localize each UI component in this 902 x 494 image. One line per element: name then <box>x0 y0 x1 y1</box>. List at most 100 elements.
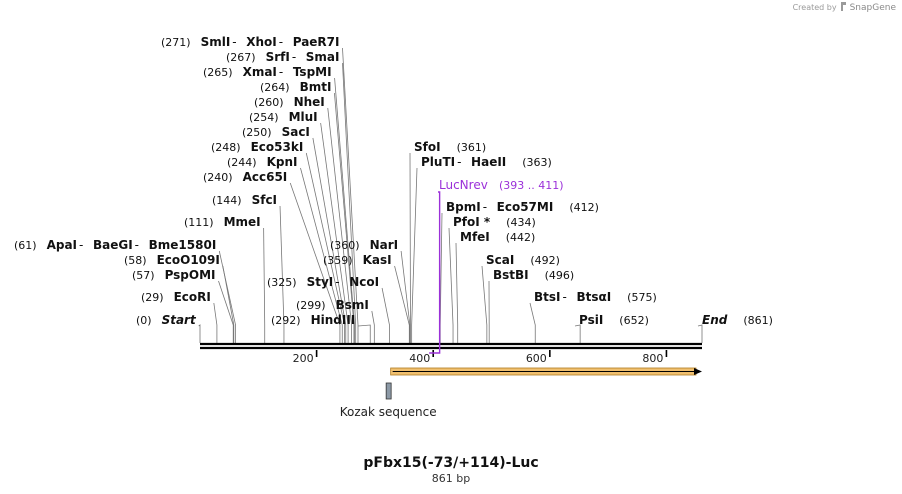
snapgene-logo-icon <box>840 2 847 13</box>
site-name: Bme1580I <box>149 238 217 252</box>
site-separator: - <box>483 200 487 214</box>
map-title: pFbx15(-73/+114)-Luc <box>363 455 539 471</box>
primer-arrow <box>429 191 441 354</box>
site-name: ScaI <box>486 253 514 267</box>
ruler-label: 600 <box>526 352 547 365</box>
site-separator: - <box>79 238 83 252</box>
site-connector-line <box>381 287 390 343</box>
site-position: (144) <box>212 194 242 207</box>
site-connector-line <box>289 182 341 343</box>
site-position: (0) <box>136 314 152 327</box>
site-name: Start <box>162 313 197 327</box>
site-name: EcoRI <box>174 290 211 304</box>
site-connector-line <box>334 77 355 343</box>
site-separator: - <box>335 275 339 289</box>
site-connector-line <box>697 324 703 343</box>
site-position: (267) <box>226 51 256 64</box>
site-position: (861) <box>743 314 773 327</box>
watermark-brand: SnapGene <box>849 2 896 13</box>
site-connector-line <box>334 92 355 343</box>
site-name: BtsαI <box>576 290 611 304</box>
site-connector-line <box>342 62 357 343</box>
site-position: (434) <box>506 216 536 229</box>
site-connector-line <box>263 227 266 343</box>
site-name: SrfI <box>266 50 290 64</box>
site-name: MluI <box>289 110 318 124</box>
site-connector-line <box>411 167 418 343</box>
site-position: (244) <box>227 156 257 169</box>
site-connector-line <box>222 265 235 343</box>
site-connector-line <box>448 227 454 343</box>
site-position: (292) <box>271 314 301 327</box>
site-name: BmtI <box>300 80 332 94</box>
site-connector-line <box>574 324 581 343</box>
site-connector-line <box>439 212 443 343</box>
site-name: SacI <box>282 125 310 139</box>
snapgene-watermark: Created by SnapGene <box>793 2 896 13</box>
site-name: SfoI <box>414 140 441 154</box>
site-connector-line <box>481 265 488 343</box>
site-position: (240) <box>203 171 233 184</box>
site-position: (575) <box>627 291 657 304</box>
site-separator: - <box>232 35 236 49</box>
site-connector-line <box>213 302 218 343</box>
primer-range: (393 .. 411) <box>499 179 564 192</box>
site-connector-line <box>394 265 410 343</box>
site-name: KpnI <box>267 155 298 169</box>
site-connector-line <box>305 152 345 343</box>
site-name: ApaI <box>47 238 77 252</box>
site-position: (58) <box>124 254 147 267</box>
site-name: MfeI <box>460 230 490 244</box>
site-name: EcoO109I <box>157 253 220 267</box>
site-name: SmlI <box>201 35 231 49</box>
site-position: (111) <box>184 216 214 229</box>
site-name: BsmI <box>336 298 369 312</box>
site-separator: - <box>279 35 283 49</box>
site-position: (496) <box>545 269 575 282</box>
site-name: HindIII <box>311 313 356 327</box>
site-name: NcoI <box>349 275 379 289</box>
site-position: (412) <box>569 201 599 214</box>
site-name: SfcI <box>252 193 277 207</box>
site-name: End <box>702 313 728 327</box>
site-position: (254) <box>249 111 279 124</box>
site-position: (360) <box>330 239 360 252</box>
watermark-created-by: Created by <box>792 3 837 12</box>
site-position: (363) <box>522 156 552 169</box>
site-position: (57) <box>132 269 155 282</box>
site-separator: - <box>135 238 139 252</box>
site-separator: - <box>292 50 296 64</box>
site-separator: - <box>562 290 566 304</box>
luciferase-arrowhead <box>694 368 702 375</box>
site-connector-line <box>198 324 201 343</box>
kozak-label: Kozak sequence <box>340 405 437 419</box>
site-connector-line <box>358 324 371 343</box>
site-position: (442) <box>506 231 536 244</box>
site-name: TspMI <box>293 65 332 79</box>
site-name: PsiI <box>579 313 603 327</box>
site-name: StyI <box>307 275 334 289</box>
site-name: Eco53kI <box>251 140 304 154</box>
site-connector-line <box>455 242 459 343</box>
site-name: HaeII <box>471 155 506 169</box>
site-position: (299) <box>296 299 326 312</box>
site-position: (361) <box>457 141 487 154</box>
site-name: BstBI <box>493 268 529 282</box>
site-position: (29) <box>141 291 164 304</box>
site-name: PfoI * <box>453 215 491 229</box>
site-name: XmaI <box>243 65 277 79</box>
site-name: BtsI <box>534 290 561 304</box>
ruler-label: 800 <box>642 352 663 365</box>
site-position: (271) <box>161 36 191 49</box>
map-size: 861 bp <box>431 472 471 485</box>
site-position: (250) <box>242 126 272 139</box>
kozak-feature-box <box>385 382 392 400</box>
site-position: (61) <box>14 239 37 252</box>
site-position: (359) <box>323 254 353 267</box>
site-position: (260) <box>254 96 284 109</box>
site-name: XhoI <box>246 35 277 49</box>
site-connector-line <box>279 205 285 343</box>
site-connector-line <box>529 302 536 343</box>
site-position: (652) <box>619 314 649 327</box>
